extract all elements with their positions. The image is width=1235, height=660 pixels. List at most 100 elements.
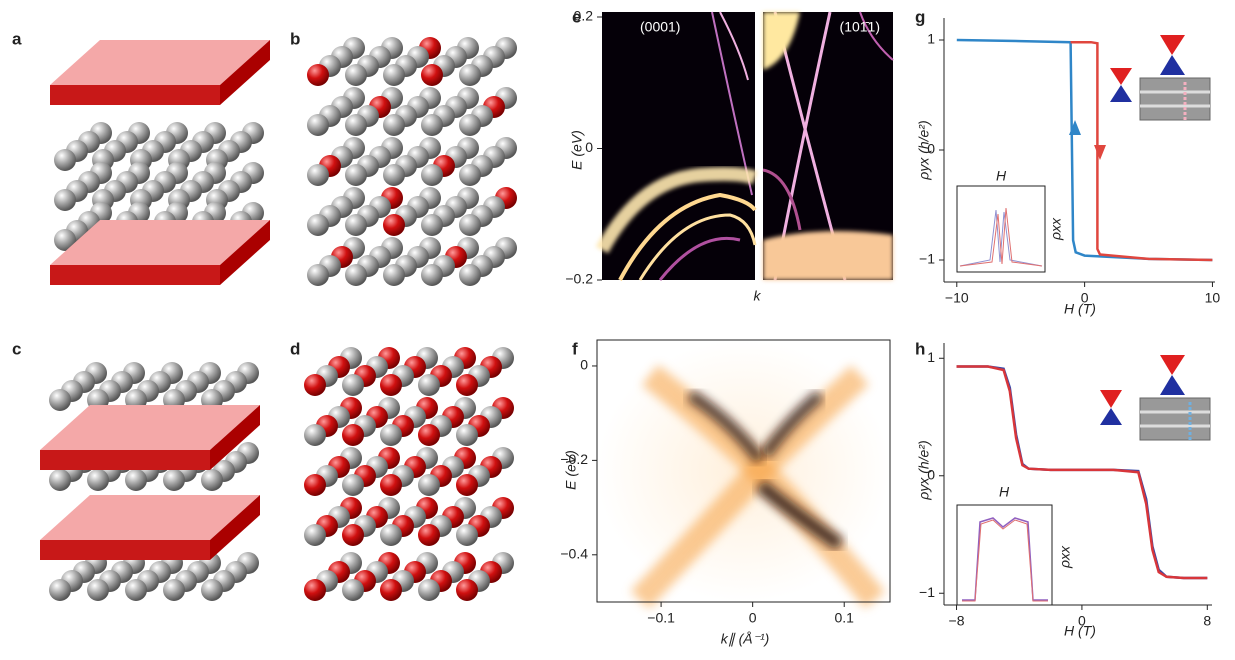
y-tick-label: 1 <box>927 349 935 365</box>
sphere <box>456 524 478 546</box>
panel-label: b <box>290 29 300 48</box>
x-tick-label: 0 <box>1078 613 1086 629</box>
sphere <box>201 579 223 601</box>
sphere <box>383 64 405 86</box>
sphere <box>345 264 367 286</box>
sphere <box>125 469 147 491</box>
sphere <box>304 374 326 396</box>
slab <box>40 540 210 560</box>
panel-label: c <box>12 339 21 358</box>
sphere <box>87 579 109 601</box>
sphere <box>54 189 76 211</box>
x-tick-label: −0.1 <box>647 610 675 626</box>
sphere <box>380 424 402 446</box>
sphere <box>459 114 481 136</box>
sphere <box>421 264 443 286</box>
sphere <box>307 164 329 186</box>
sphere <box>201 469 223 491</box>
sphere <box>456 424 478 446</box>
sphere <box>307 214 329 236</box>
x-tick-label: −10 <box>945 290 969 306</box>
inset-label: ρxx <box>1057 545 1073 569</box>
band-image <box>602 12 893 280</box>
sphere <box>342 579 364 601</box>
slab <box>40 450 210 470</box>
x-tick-label: 10 <box>1205 290 1221 306</box>
dirac-cartoon <box>1100 35 1210 440</box>
x-tick-label: 0.1 <box>834 610 854 626</box>
sphere <box>125 579 147 601</box>
sphere <box>87 469 109 491</box>
sphere <box>380 524 402 546</box>
sphere <box>418 424 440 446</box>
sphere <box>345 114 367 136</box>
sphere <box>421 214 443 236</box>
x-axis-label: k <box>754 288 762 304</box>
sphere <box>49 579 71 601</box>
sphere <box>345 164 367 186</box>
x-tick-label: −8 <box>949 613 965 629</box>
sphere <box>421 164 443 186</box>
sphere <box>380 579 402 601</box>
slab <box>50 85 220 105</box>
x-tick-label: 0 <box>749 610 757 626</box>
inset <box>957 186 1052 605</box>
sphere <box>163 469 185 491</box>
y-tick-label: 0 <box>580 357 588 373</box>
annotation: (101̄1) <box>840 19 880 35</box>
sphere <box>304 524 326 546</box>
sphere <box>418 474 440 496</box>
sphere <box>49 469 71 491</box>
y-tick-label: 0.2 <box>574 8 594 24</box>
sphere <box>383 164 405 186</box>
sphere <box>342 524 364 546</box>
annotation: (0001) <box>640 19 680 35</box>
y-tick-label: 0 <box>585 139 593 155</box>
sphere <box>304 474 326 496</box>
sphere <box>456 374 478 396</box>
sphere <box>304 424 326 446</box>
sphere <box>456 474 478 496</box>
sphere <box>383 114 405 136</box>
inset-label: H <box>999 484 1010 500</box>
sphere <box>345 214 367 236</box>
sphere <box>307 64 329 86</box>
sphere <box>307 114 329 136</box>
sphere <box>380 474 402 496</box>
y-tick-label: −0.2 <box>560 451 588 467</box>
sphere <box>418 374 440 396</box>
arpes-image <box>597 340 890 602</box>
sphere <box>459 164 481 186</box>
sphere <box>345 64 367 86</box>
y-tick-label: −1 <box>919 251 935 267</box>
sphere <box>342 374 364 396</box>
y-axis-label: E (eV) <box>569 130 585 170</box>
figure: abcdefghkE (eV)−0.200.2(0001)(101̄1)k∥ (… <box>0 0 1235 655</box>
x-tick-label: 8 <box>1203 613 1211 629</box>
sphere <box>163 579 185 601</box>
sweep-arrows <box>1069 120 1106 160</box>
sphere <box>421 114 443 136</box>
sphere <box>54 149 76 171</box>
sphere <box>304 579 326 601</box>
panel-label: a <box>12 29 22 48</box>
y-tick-label: 0 <box>927 141 935 157</box>
panel-label: f <box>572 339 578 358</box>
x-tick-label: 0 <box>1081 290 1089 306</box>
sphere <box>418 579 440 601</box>
y-tick-label: 1 <box>927 31 935 47</box>
illustrations <box>40 37 517 601</box>
sphere <box>342 474 364 496</box>
slab <box>50 265 220 285</box>
y-tick-label: −0.2 <box>565 271 593 287</box>
sphere <box>421 64 443 86</box>
inset-label: H <box>996 168 1007 184</box>
x-axis-label: k∥ (Å⁻¹) <box>721 631 770 647</box>
sphere <box>459 264 481 286</box>
panel-label: g <box>915 7 925 26</box>
panel-label: d <box>290 339 300 358</box>
sphere <box>342 424 364 446</box>
y-tick-label: −1 <box>919 584 935 600</box>
sphere <box>307 264 329 286</box>
sphere <box>459 64 481 86</box>
